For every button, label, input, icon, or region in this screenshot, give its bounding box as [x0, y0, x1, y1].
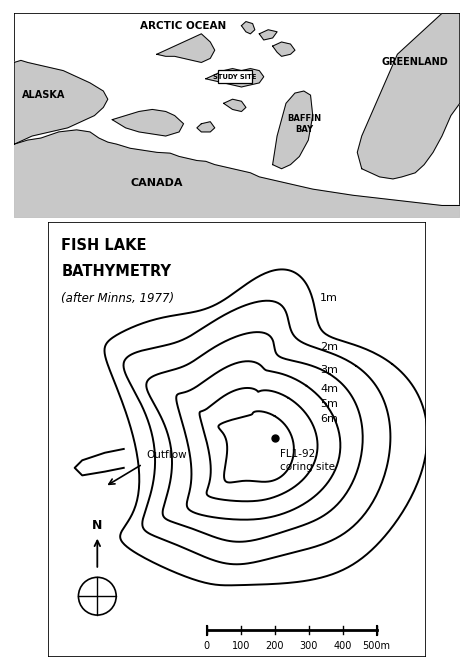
- Text: 0: 0: [204, 641, 210, 651]
- Text: 500m: 500m: [363, 641, 391, 651]
- Polygon shape: [14, 130, 460, 218]
- Text: (after Minns, 1977): (after Minns, 1977): [62, 292, 174, 306]
- Polygon shape: [259, 29, 277, 40]
- Text: STUDY SITE: STUDY SITE: [213, 74, 256, 80]
- Polygon shape: [224, 99, 246, 111]
- Text: 4m: 4m: [320, 383, 338, 393]
- Polygon shape: [241, 21, 255, 34]
- Text: 100: 100: [232, 641, 250, 651]
- Text: BATHYMETRY: BATHYMETRY: [62, 264, 172, 279]
- Text: FL1-92
coring site: FL1-92 coring site: [281, 449, 336, 472]
- Text: 200: 200: [265, 641, 284, 651]
- Polygon shape: [14, 60, 108, 144]
- Text: N: N: [92, 519, 102, 532]
- Text: FISH LAKE: FISH LAKE: [62, 238, 147, 253]
- Text: BAFFIN
BAY: BAFFIN BAY: [287, 114, 321, 134]
- Polygon shape: [273, 91, 313, 169]
- Text: 6m: 6m: [320, 414, 338, 423]
- Text: 400: 400: [334, 641, 352, 651]
- Text: CANADA: CANADA: [130, 178, 183, 188]
- Polygon shape: [206, 68, 264, 87]
- Polygon shape: [357, 13, 460, 179]
- Text: 1m: 1m: [320, 293, 338, 303]
- Text: 300: 300: [300, 641, 318, 651]
- Polygon shape: [197, 122, 215, 132]
- Text: 5m: 5m: [320, 399, 338, 409]
- Text: GREENLAND: GREENLAND: [382, 58, 448, 68]
- FancyBboxPatch shape: [218, 70, 252, 83]
- Text: 2m: 2m: [320, 342, 338, 352]
- Text: ARCTIC OCEAN: ARCTIC OCEAN: [140, 21, 227, 31]
- Text: Outflow: Outflow: [146, 450, 187, 460]
- Polygon shape: [157, 34, 215, 62]
- Polygon shape: [112, 109, 183, 136]
- Text: ALASKA: ALASKA: [21, 90, 65, 100]
- Text: 3m: 3m: [320, 364, 338, 375]
- Polygon shape: [273, 42, 295, 56]
